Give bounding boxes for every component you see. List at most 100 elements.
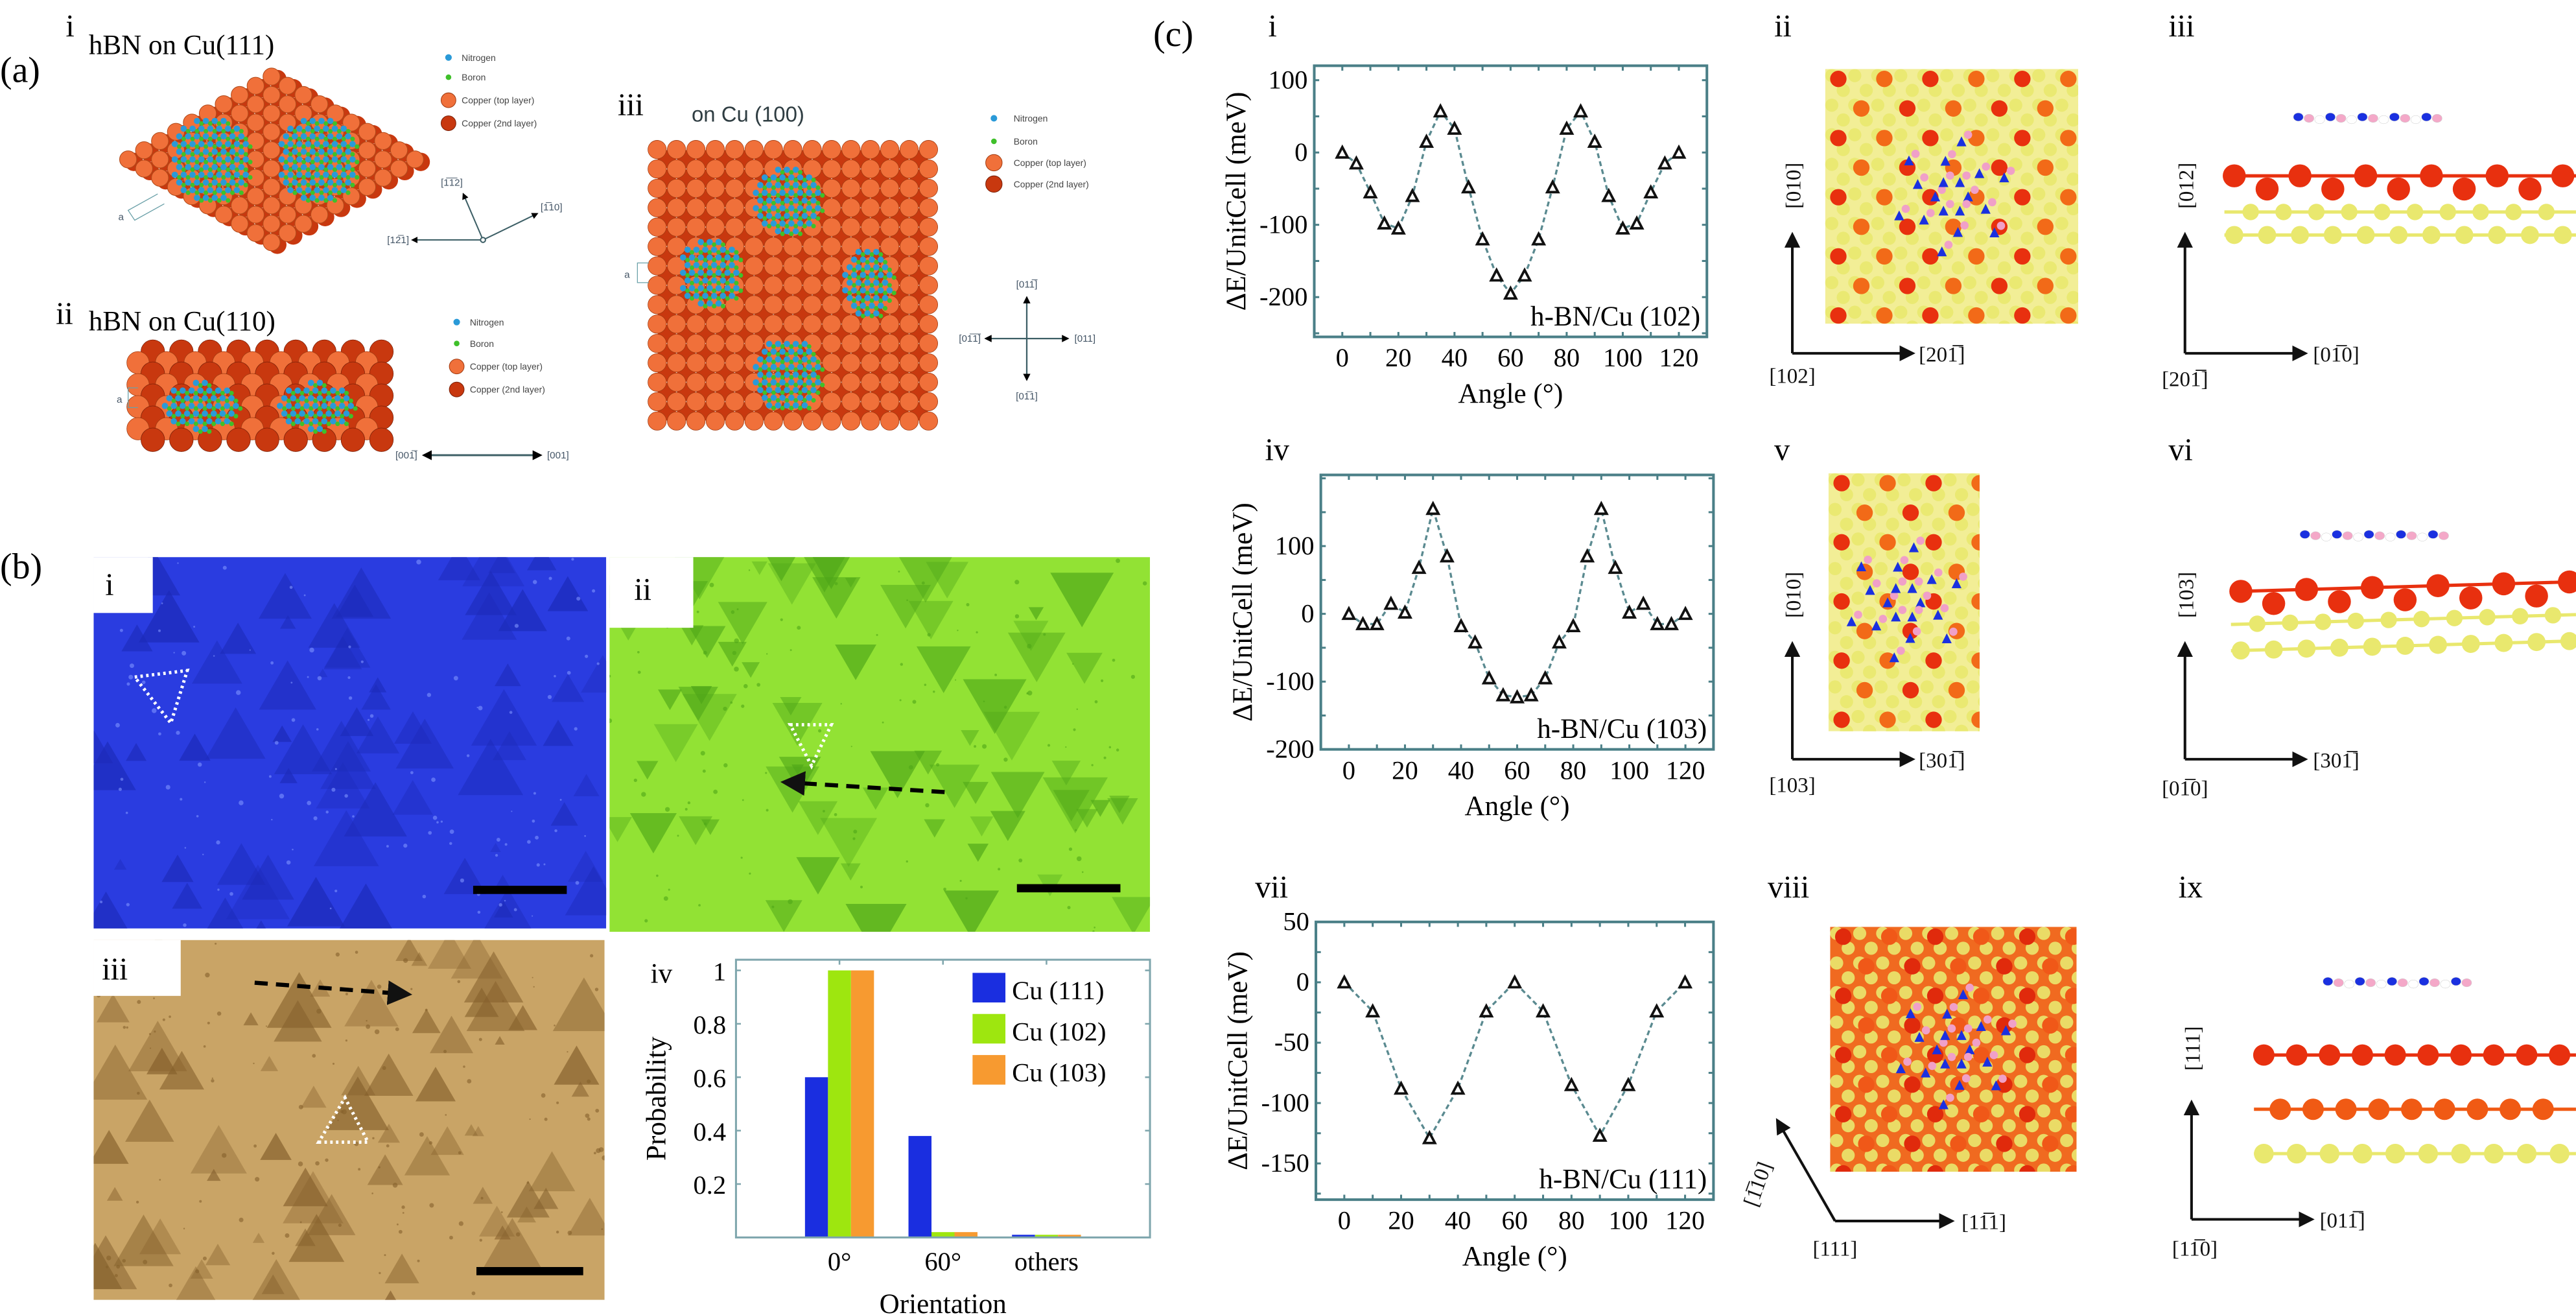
data-point [1523, 687, 1539, 702]
boron-atom [758, 383, 763, 388]
copper-atom-lower [1853, 1193, 1866, 1206]
boron-atom [725, 250, 730, 255]
surface-particle [740, 857, 743, 859]
surface-particle [1142, 581, 1147, 586]
copper-atom-lower [2035, 473, 2048, 486]
hbn-cu103-side-view [2229, 530, 2576, 660]
copper-atom-lower [1979, 1119, 1993, 1133]
copper-atom-lower [2032, 335, 2045, 348]
nitrogen-atom [327, 163, 334, 171]
image-content [93, 940, 605, 1300]
nitrogen-atom [305, 171, 312, 178]
nitrogen-atom [724, 254, 731, 261]
boron-atom [176, 174, 182, 180]
nitrogen-atom [797, 348, 804, 355]
direction-label: [12̅1] [387, 235, 409, 246]
nitrogen-atom [307, 395, 314, 401]
copper-atom-lower [1998, 320, 2010, 324]
surface-particle [126, 1026, 128, 1029]
boron-atom [2333, 978, 2344, 988]
copper-atom-lower [1945, 927, 1959, 940]
copper-atom-lower [2048, 1060, 2062, 1073]
boron-atom [771, 359, 776, 364]
copper-atom [2433, 1098, 2455, 1120]
copper-atom-lower [1945, 986, 1959, 999]
copper-atom-lower [2071, 942, 2077, 955]
copper-atom-lower [1828, 621, 1842, 635]
boron-swatch [991, 138, 997, 145]
sem-annotations [132, 669, 1121, 1275]
crystal-axes-c [1775, 231, 2315, 1229]
copper-atom-lower [1863, 665, 1877, 679]
label-notch [93, 940, 181, 996]
surface-particle [504, 843, 508, 846]
boron-atom [304, 414, 309, 419]
nitrogen-atom [327, 148, 334, 155]
copper-atom-surface [1876, 130, 1893, 147]
copper-atom-lower [1905, 172, 1919, 186]
boron-atom [309, 406, 314, 411]
surface-particle [255, 1177, 260, 1182]
boron-atom [767, 351, 772, 357]
copper-atom-lower [2044, 350, 2057, 363]
boron-atom [234, 182, 240, 187]
surface-particle [748, 569, 751, 571]
boron-atom [694, 273, 699, 278]
surface-particle [1091, 764, 1094, 766]
direction-label: [01̅1] [1016, 391, 1038, 402]
hydrogen-atom [2378, 115, 2389, 124]
surface-particle [532, 580, 537, 584]
copper-atom-surface [2083, 337, 2100, 353]
boron-atom [348, 414, 353, 419]
copper-atom-lower [2081, 710, 2094, 723]
x-tick-label: 20 [1388, 1206, 1414, 1235]
boron-atom [811, 208, 816, 213]
boron-atom [207, 182, 213, 187]
nitrogen-atom [753, 205, 759, 211]
copper-atom-top-layer [326, 196, 344, 215]
copper-atom-2nd-layer [340, 427, 366, 452]
copper-atom-surface [1926, 928, 1944, 945]
triangular-domain [179, 733, 211, 761]
copper-atom-lower [1979, 1148, 1993, 1162]
boron-atom [345, 128, 351, 134]
copper-atom-lower [1897, 709, 1911, 724]
surface-particle [176, 731, 180, 735]
nitrogen-atom [287, 141, 294, 147]
boron-atom [326, 406, 331, 411]
copper-atom-lower [1836, 231, 1850, 245]
copper-atom-lower [2020, 143, 2034, 156]
nitrogen-atom [202, 425, 208, 432]
legend-boron: Boron [462, 72, 486, 82]
copper-atom-lower [1886, 754, 1899, 767]
surface-particle [211, 1077, 213, 1080]
nitrogen-atom [1976, 1021, 1986, 1032]
surface-particle [417, 1259, 420, 1262]
copper-atom-surface [1925, 534, 1942, 551]
copper-atom-surface [2065, 1106, 2077, 1122]
boron-atom [319, 174, 324, 180]
copper-atom-lower [2043, 202, 2057, 216]
copper-atom [2297, 639, 2316, 658]
boron-swatch [454, 340, 460, 346]
copper-atom-lower [1922, 1074, 1936, 1088]
chart-b-iv: 0.20.40.60.810° 60° othersProbabilityOrien… [641, 957, 1151, 1315]
surface-particle [709, 582, 714, 587]
surface-particle [118, 787, 122, 791]
data-point [1393, 1080, 1409, 1095]
data-point [1453, 618, 1469, 632]
copper-atom-top-layer [246, 150, 265, 169]
nitrogen-atom [1926, 574, 1937, 584]
nitrogen-atom [855, 310, 862, 317]
nitrogen-atom [206, 418, 213, 425]
surface-particle [125, 811, 128, 814]
copper-atom-lower [1840, 547, 1853, 561]
surface-particle [222, 1153, 227, 1158]
nitrogen-atom [314, 171, 320, 178]
copper-atom-lower [2093, 725, 2106, 738]
copper-atom-top-layer [686, 178, 706, 198]
copper-atom-lower [2037, 986, 2050, 999]
boron-atom [313, 414, 318, 419]
copper-atom-2nd-layer [312, 427, 336, 452]
bar [931, 1232, 955, 1238]
